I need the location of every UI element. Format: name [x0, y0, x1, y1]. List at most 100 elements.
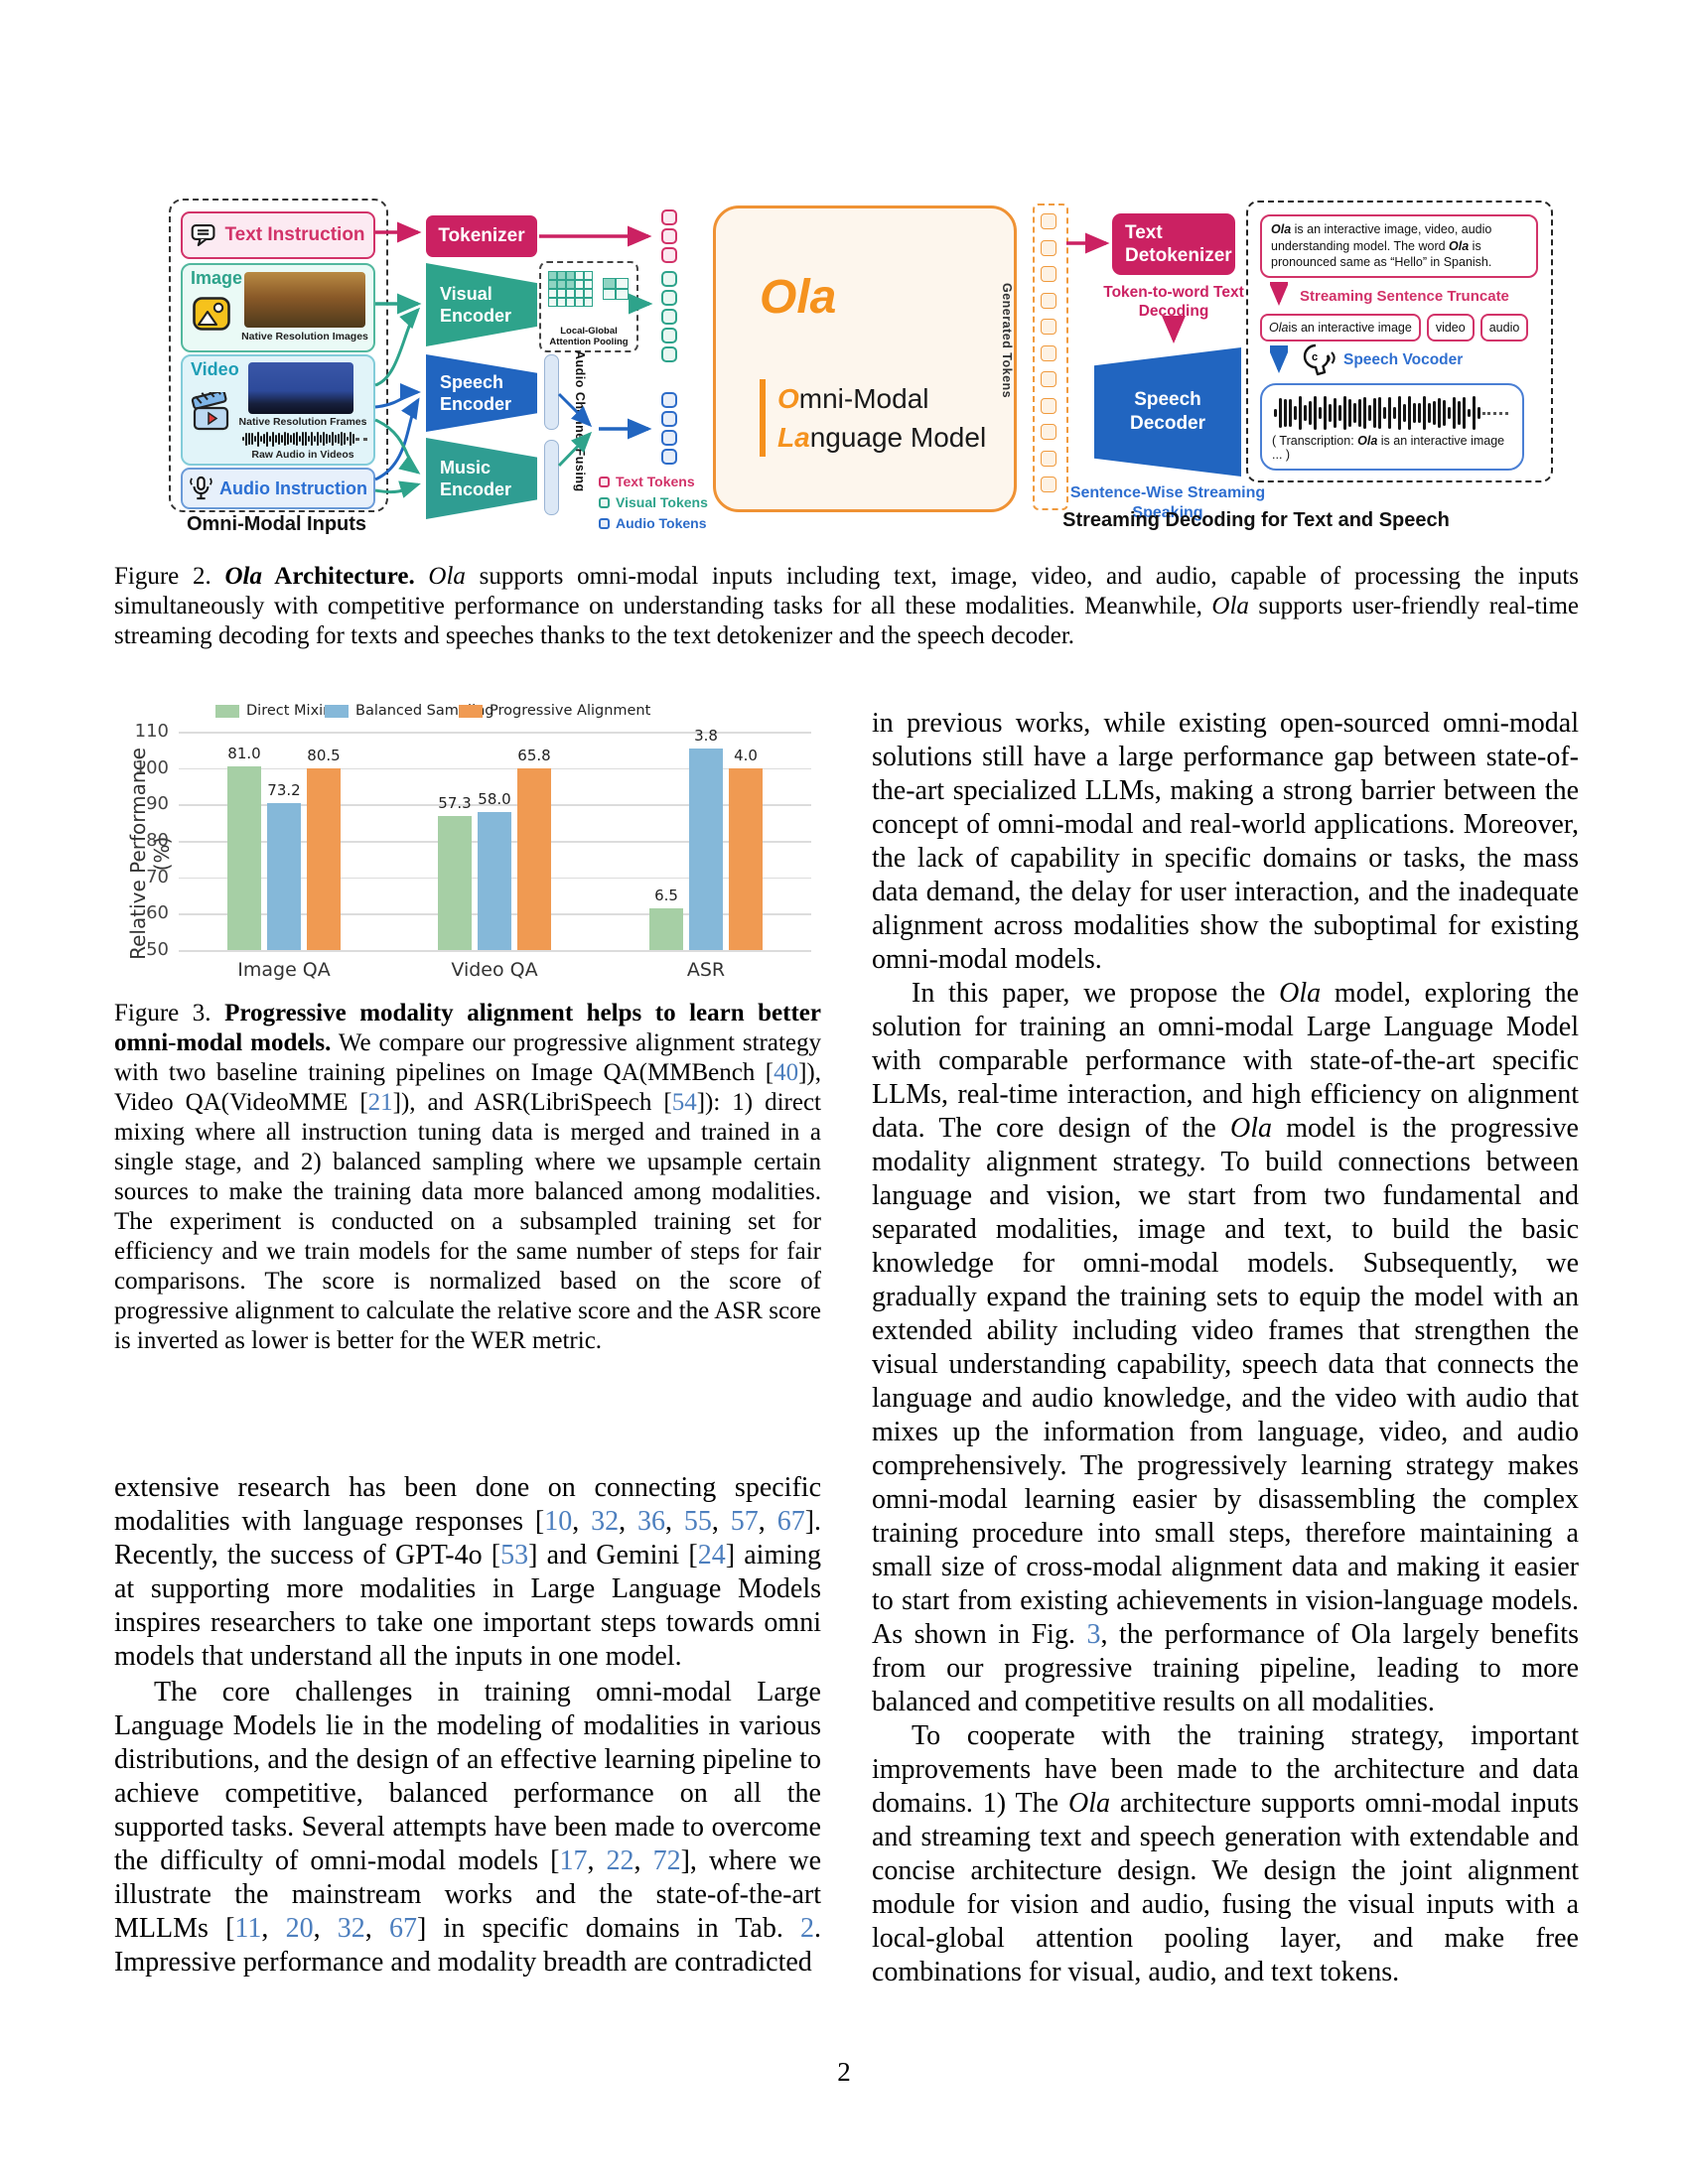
bar-direct-mixing — [227, 765, 261, 950]
text-detokenizer-box: Text Detokenizer — [1112, 213, 1235, 275]
bar-balanced-sampling — [267, 802, 301, 950]
citation[interactable]: 55 — [683, 1506, 712, 1537]
bar-direct-mixing — [438, 816, 472, 950]
visual-token — [661, 328, 677, 343]
chart-gridline — [179, 767, 811, 770]
chart-gridline — [179, 804, 811, 806]
chart-x-tick-label: Image QA — [237, 959, 331, 981]
visual-encoder-box: Visual Encoder — [426, 263, 537, 346]
audio-token — [661, 411, 677, 427]
chart-y-tick-label: 90 — [146, 793, 169, 815]
generated-token-column — [1033, 204, 1068, 510]
image-caption: Native Resolution Images — [241, 331, 368, 342]
feature-grid-small — [603, 278, 629, 300]
citation[interactable]: 67 — [776, 1506, 805, 1537]
text-instruction-label: Text Instruction — [224, 224, 365, 245]
citation[interactable]: 20 — [285, 1913, 314, 1944]
generated-token — [1041, 319, 1056, 335]
chunk-audio: audio — [1479, 314, 1529, 341]
bar-value-label: 65.8 — [517, 746, 551, 764]
audio-instruction-box: Audio Instruction — [181, 468, 375, 509]
microphone-icon — [190, 476, 212, 500]
audio-token — [661, 392, 677, 408]
ola-model-box: Ola Omni-Modal Language Model — [713, 205, 1017, 512]
bar-balanced-sampling — [478, 811, 511, 950]
text-token — [661, 228, 677, 244]
speech-waveform — [1274, 395, 1510, 431]
chat-bubble-icon — [192, 223, 215, 247]
chunk-video: video — [1426, 314, 1475, 341]
ola-subtitle-line1: Omni-Modal — [777, 383, 929, 414]
clapperboard-icon — [191, 392, 229, 431]
visual-tokens-label: Visual Tokens — [616, 494, 708, 510]
token-to-word-label: Token-to-word Text Decoding — [1103, 284, 1244, 320]
streaming-output-panel: Ola is an interactive image, video, audi… — [1246, 201, 1553, 482]
chart-x-tick-label: ASR — [686, 959, 726, 981]
video-frames-caption: Native Resolution Frames — [238, 416, 367, 428]
down-arrow-pink-icon — [1270, 282, 1288, 306]
citation[interactable]: 2 — [800, 1913, 815, 1944]
image-label: Image — [191, 268, 243, 288]
citation[interactable]: 67 — [389, 1913, 417, 1944]
audio-channel-fusing-label: Audio Channel Fusing — [573, 350, 587, 492]
text-instruction-box: Text Instruction — [181, 211, 375, 259]
speech-output-box: ( Transcription: Ola is an interactive i… — [1260, 383, 1524, 471]
token-column — [659, 204, 679, 531]
citation[interactable]: 3 — [1086, 1619, 1101, 1650]
streaming-truncate-label: Streaming Sentence Truncate — [1300, 288, 1509, 305]
generated-token — [1041, 292, 1056, 309]
figure2-architecture-diagram: Text Instruction Image Native Resolution… — [114, 144, 1579, 541]
citation[interactable]: 24 — [697, 1540, 726, 1570]
svg-text:c: c — [1312, 351, 1318, 363]
pooling-label-line2: Attention Pooling — [549, 337, 629, 347]
citation[interactable]: 53 — [500, 1540, 529, 1570]
chart-y-tick-label: 60 — [146, 902, 169, 924]
citation[interactable]: 10 — [544, 1506, 573, 1537]
citation[interactable]: 54 — [671, 1089, 697, 1116]
citation[interactable]: 32 — [591, 1506, 620, 1537]
token-legend: Text Tokens Visual Tokens Audio Tokens — [599, 474, 728, 536]
feature-grid-large — [548, 271, 593, 307]
bar-value-label: 57.3 — [438, 794, 472, 813]
video-thumbnail — [248, 362, 353, 414]
bar-value-label: 3.8 — [694, 727, 718, 746]
speaking-head-icon: c — [1303, 343, 1336, 376]
speech-vocoder-label: Speech Vocoder — [1343, 351, 1464, 368]
citation[interactable]: 57 — [730, 1506, 759, 1537]
citation[interactable]: 40 — [774, 1059, 799, 1086]
audio-token — [661, 430, 677, 446]
bar-balanced-sampling — [689, 749, 723, 950]
right-column-paragraph-1: in previous works, while existing open-s… — [872, 708, 1579, 975]
text-token — [661, 209, 677, 225]
legend-label: Progressive Alignment — [490, 703, 651, 719]
citation[interactable]: 32 — [337, 1913, 365, 1944]
citation[interactable]: 11 — [234, 1913, 262, 1944]
legend-swatch — [215, 704, 239, 718]
bar-value-label: 80.5 — [307, 746, 341, 764]
generated-tokens-label: Generated Tokens — [1000, 283, 1014, 399]
full-sentence-box: Ola is an interactive image, video, audi… — [1260, 214, 1538, 278]
video-label: Video — [191, 359, 239, 379]
citation[interactable]: 21 — [367, 1089, 393, 1116]
down-arrow-blue-icon — [1270, 345, 1288, 373]
speech-feature-bar — [544, 354, 559, 430]
ola-title: Ola — [760, 271, 837, 324]
bar-value-label: 81.0 — [227, 744, 261, 762]
left-column-paragraph-1: extensive research has been done on conn… — [114, 1472, 822, 1672]
generated-token — [1041, 344, 1056, 361]
text-token-swatch — [599, 476, 610, 487]
citation[interactable]: 72 — [652, 1845, 681, 1876]
sentence-wise-label: Sentence-Wise Streaming Speaking — [1069, 484, 1266, 521]
omni-modal-inputs-caption: Omni-Modal Inputs — [186, 513, 367, 535]
audio-instruction-label: Audio Instruction — [219, 478, 367, 498]
chart-y-tick-label: 50 — [146, 939, 169, 960]
citation[interactable]: 22 — [606, 1845, 634, 1876]
figure3-bar-chart: Relative Performance (%) 50 60 70 80 90 100 11… — [111, 695, 824, 985]
audio-token — [661, 449, 677, 465]
citation[interactable]: 36 — [637, 1506, 666, 1537]
generated-token — [1041, 424, 1056, 440]
citation[interactable]: 17 — [559, 1845, 588, 1876]
right-column-paragraph-3: To cooperate with the training strategy,… — [872, 1720, 1579, 1987]
speech-encoder-box: Speech Encoder — [426, 354, 537, 432]
ola-subtitle-line2: Language Model — [777, 422, 987, 453]
